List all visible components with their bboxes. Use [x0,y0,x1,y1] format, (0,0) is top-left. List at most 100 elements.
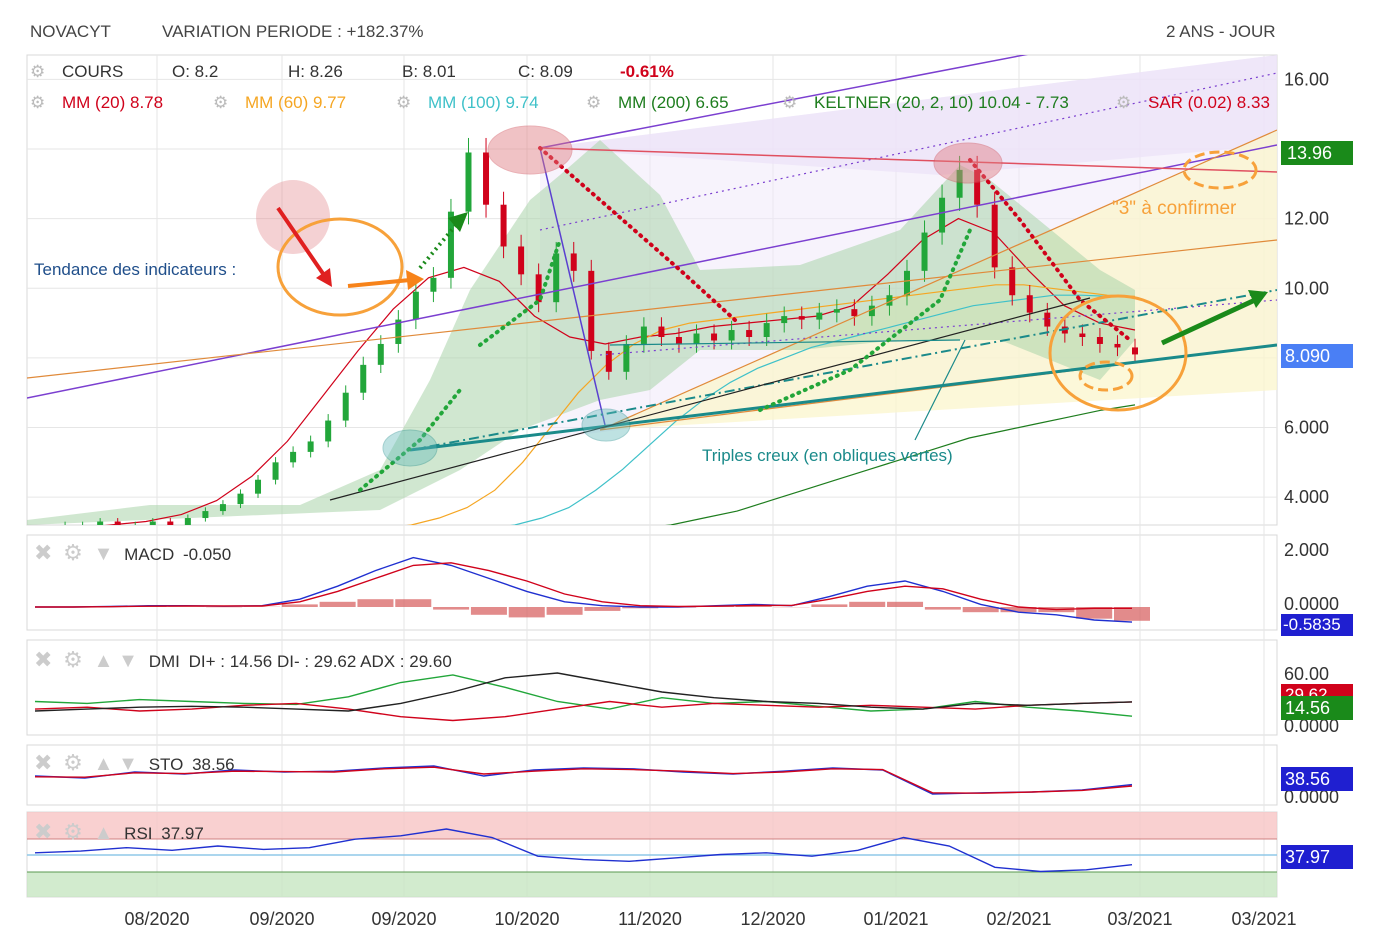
period-label[interactable]: 2 ANS - JOUR [1166,22,1276,41]
adx-line [34,672,1133,712]
candle-body [816,312,823,320]
candle-body [1096,337,1103,344]
dmi-panel-frame [26,639,1278,736]
arrow-up-icon[interactable]: ▲ [93,822,114,844]
gear-icon[interactable]: ⚙ [63,819,83,844]
candle-body [97,521,104,525]
close-icon[interactable]: ✖ [34,540,53,565]
gear-icon[interactable]: ⚙ [30,93,46,112]
candle-body [1114,343,1121,348]
candle-body [237,493,244,505]
close-icon[interactable]: ✖ [34,819,53,844]
arrow-up-icon[interactable]: ▲ [93,753,114,775]
rsi-label: RSI [124,824,153,843]
arrow-down-icon[interactable]: ▼ [118,650,138,672]
gear-icon[interactable]: ⚙ [63,750,83,775]
red-arrow [276,206,328,280]
analysis-overlays [27,55,1277,501]
ma-line-mm200 [665,404,1136,525]
gear-icon[interactable]: ⚙ [782,93,798,112]
x-tick-label: 01/2021 [863,909,928,929]
purple-trendline-upper [539,55,1028,149]
macd-histogram-bar [1114,607,1150,621]
close-icon[interactable]: ✖ [34,750,53,775]
confirm-annotation: "3" à confirmer [1112,198,1237,219]
candle-body [395,319,402,344]
x-tick-label: 03/2021 [1231,909,1296,929]
peak-circle [487,125,573,175]
dmi-tick-zero: 0.0000 [1284,720,1340,732]
candle-body [483,152,490,205]
macd-histogram-bar [1076,607,1113,619]
candle-body [886,295,893,306]
variation-label: VARIATION PERIODE : +182.37% [162,22,424,41]
macd-histogram-bar [546,607,583,615]
candle-body [307,441,314,452]
red-resistance-line [539,147,1277,173]
macd-tick-zero: 0.0000 [1284,594,1340,614]
rsi-legend: ✖ ⚙ ▲ RSI 37.97 [34,819,204,845]
candle-body [781,316,788,324]
green-arrowhead [448,212,468,232]
gear-icon[interactable]: ⚙ [213,93,229,112]
candle-body [184,518,191,525]
candle-body [62,525,68,528]
candle-body [939,197,946,233]
teal-pointer [914,339,966,441]
sto-panel-frame [26,744,1278,806]
candle-body [412,291,419,320]
arrow-down-icon[interactable]: ▼ [118,753,138,775]
candle-body [974,169,981,205]
sar-dots-green [358,388,462,492]
candle-body [991,204,998,268]
red-arrowhead [316,268,332,287]
x-tick-label: 11/2020 [618,909,682,929]
close-icon[interactable]: ✖ [34,647,53,672]
macd-histogram-bar [924,607,961,610]
arrow-down-icon[interactable]: ▼ [93,543,114,565]
macd-tick-top: 2.000 [1284,540,1330,560]
gear-icon[interactable]: ⚙ [63,647,83,672]
arrow-up-icon[interactable]: ▲ [93,650,114,672]
gear-icon[interactable]: ⚙ [30,62,46,81]
triple-annotation: Triples creux (en obliques vertes) [702,446,953,465]
teal-dashdot-line [409,289,1277,451]
candle-body [325,420,332,442]
macd-signal-line [35,562,1132,611]
candle-body [605,350,612,372]
x-tick-label: 09/2020 [249,909,314,929]
candle-body [763,323,770,337]
sto-value: 38.56 [192,755,235,774]
orange-dashed-circle [1182,150,1258,190]
ma-line-mm60 [406,284,1136,525]
candle-body [711,333,718,341]
di-plus-line [34,674,1133,717]
drop-line [539,147,606,426]
legend-ma-1: MM (60) 9.77 [245,93,347,112]
orange-trendline-upper [599,129,1277,431]
teal-support-line [409,343,1277,452]
candle-body [640,326,647,344]
dmi-legend: ✖ ⚙ ▲ ▼ DMI DI+ : 14.56 DI- : 29.62 ADX … [34,647,452,673]
rsi-overbought-zone [27,812,1277,839]
macd-histogram-bar [584,607,621,611]
gear-icon[interactable]: ⚙ [1116,93,1132,112]
symbol-title: NOVACYT [30,22,111,41]
candle-body [588,270,595,351]
sto-legend: ✖ ⚙ ▲ ▼ STO 38.56 [34,750,235,776]
gear-icon[interactable]: ⚙ [63,540,83,565]
open-value: O: 8.2 [172,62,219,81]
gear-icon[interactable]: ⚙ [396,93,412,112]
resistance-badge: 13.96 [1281,141,1353,165]
candle-body [1009,267,1016,296]
candle-body [921,232,928,271]
orange-trendline [27,239,1277,379]
macd-histogram-bar [508,607,545,618]
dmi-tick-top: 60.00 [1284,664,1330,684]
gear-icon[interactable]: ⚙ [586,93,602,112]
trough-circle [382,429,438,467]
dmi-green-badge: 14.56 [1281,696,1353,720]
macd-badge: -0.5835 [1281,614,1353,636]
y-tick-label: 4.000 [1284,487,1329,507]
